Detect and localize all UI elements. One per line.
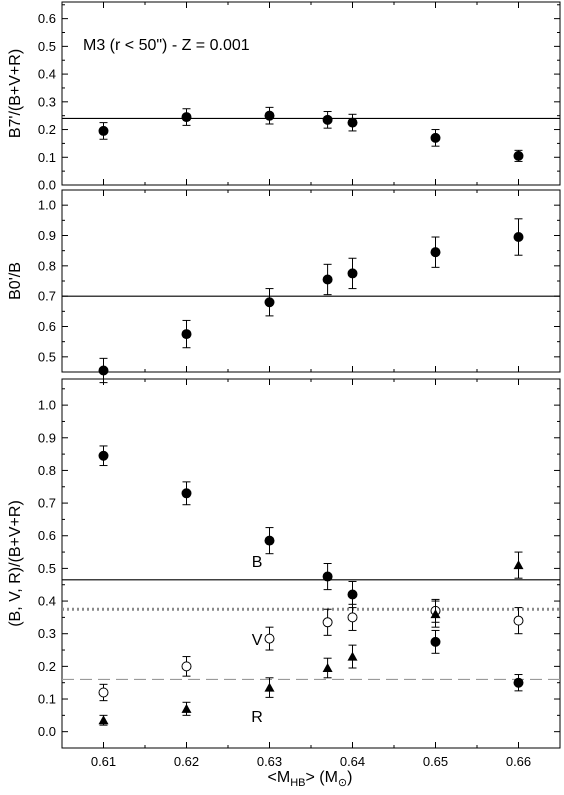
series-V (98, 598, 524, 702)
data-point (322, 617, 333, 628)
y-tick-label: 1.0 (38, 398, 56, 413)
y-tick-label: 0.6 (38, 528, 56, 543)
data-point (98, 715, 109, 725)
panel-frame (61, 189, 561, 373)
y-tick-label: 0.0 (38, 724, 56, 739)
data-point (322, 274, 333, 285)
data-point (264, 297, 275, 308)
y-tick-label: 0.9 (38, 430, 56, 445)
x-tick-label: 0.61 (91, 754, 116, 769)
x-tick-label: 0.66 (506, 754, 531, 769)
panel-annotation: M3 (r < 50") - Z = 0.001 (83, 37, 250, 54)
y-tick-label: 0.2 (38, 659, 56, 674)
data-point (322, 114, 333, 125)
y-tick-label: 0.1 (38, 692, 56, 707)
data-point (430, 132, 441, 143)
x-axis-label: <MHB> (M⊙) (268, 769, 353, 789)
y-axis-label: B7'/(B+V+R) (7, 49, 24, 138)
data-point (322, 662, 333, 672)
y-tick-label: 0.3 (38, 626, 56, 641)
data-point (98, 365, 109, 376)
x-tick-label: 0.62 (174, 754, 199, 769)
y-tick-label: 0.2 (38, 122, 56, 137)
series-label-B: B (252, 554, 263, 571)
y-tick-label: 0.6 (38, 319, 56, 334)
chart-panels: 0.0 0.1 0.2 0.3 0.4 0.5 0.6 B7'/(B+V+R) M3 (r < … (7, 1, 561, 769)
y-tick-label: 0.7 (38, 289, 56, 304)
data-point (347, 268, 358, 279)
y-tick-label: 0.5 (38, 349, 56, 364)
panel-2: 0.5 0.6 0.7 0.8 0.9 1.0 B0'/B (7, 189, 561, 384)
data-point (430, 247, 441, 258)
series-1 (98, 218, 524, 384)
y-tick-label: 0.8 (38, 258, 56, 273)
y-tick-label: 0.5 (38, 39, 56, 54)
data-point (181, 661, 192, 672)
data-point (347, 117, 358, 128)
data-point (430, 636, 441, 647)
series-B (98, 445, 524, 692)
data-point (264, 535, 275, 546)
data-point (513, 677, 524, 688)
data-point (513, 560, 524, 570)
data-point (181, 112, 192, 123)
panel-frame (61, 378, 561, 749)
data-point (264, 682, 275, 692)
y-tick-label: 0.0 (38, 178, 56, 193)
data-point (513, 615, 524, 626)
data-point (513, 232, 524, 243)
data-point (264, 110, 275, 121)
y-tick-label: 0.5 (38, 561, 56, 576)
series-1 (98, 106, 524, 162)
panel-3: 0.0 0.1 0.2 0.3 0.4 0.5 0.6 0.7 0.8 0.9 1.0 0.61 0.6… (7, 378, 561, 769)
y-tick-label: 0.9 (38, 228, 56, 243)
y-tick-label: 0.7 (38, 496, 56, 511)
data-point (513, 150, 524, 161)
data-point (98, 450, 109, 461)
series-R (98, 551, 524, 726)
panel-1: 0.0 0.1 0.2 0.3 0.4 0.5 0.6 B7'/(B+V+R) M3 (r < … (7, 1, 561, 193)
data-point (98, 125, 109, 136)
series-label-R: R (251, 709, 263, 726)
data-point (322, 571, 333, 582)
y-tick-label: 0.4 (38, 67, 56, 82)
data-point (181, 488, 192, 499)
y-tick-label: 0.6 (38, 11, 56, 26)
y-tick-label: 1.0 (38, 198, 56, 213)
x-tick-label: 0.65 (423, 754, 448, 769)
y-tick-label: 0.4 (38, 594, 56, 609)
panel-frame (61, 1, 561, 186)
x-tick-label: 0.63 (257, 754, 282, 769)
series-label-V: V (252, 632, 263, 649)
data-point (181, 329, 192, 340)
data-point (347, 589, 358, 600)
y-axis-label: (B, V, R)/(B+V+R) (7, 500, 24, 627)
data-point (264, 633, 275, 644)
y-tick-label: 0.1 (38, 150, 56, 165)
data-point (98, 687, 109, 698)
data-point (430, 609, 441, 619)
y-tick-label: 0.3 (38, 94, 56, 109)
y-axis-label: B0'/B (7, 262, 24, 300)
x-tick-label: 0.64 (340, 754, 365, 769)
data-point (181, 703, 192, 713)
data-point (347, 651, 358, 661)
y-tick-label: 0.8 (38, 463, 56, 478)
data-point (347, 612, 358, 623)
